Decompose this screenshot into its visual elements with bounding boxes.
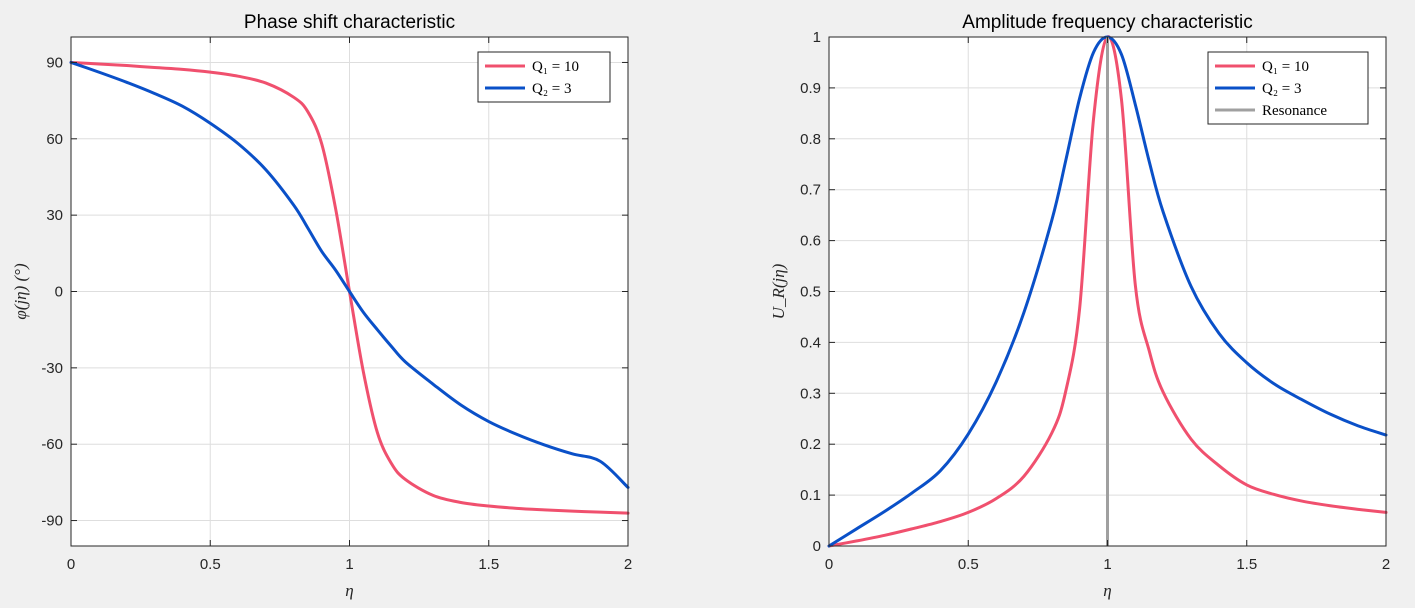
amplitude-y-tick-label-1: 0.1 <box>800 487 821 504</box>
amplitude-legend-label-0: Q₁ = 10 <box>1262 59 1309 75</box>
phase-legend-label-0: Q₁ = 10 <box>532 59 579 75</box>
amplitude-x-tick-label-4: 2 <box>1382 556 1390 573</box>
amplitude-x-tick-label-2: 1 <box>1103 556 1111 573</box>
phase-y-tick-label-1: 60 <box>46 131 63 148</box>
phase-y-axis-label: φ(jη) (°) <box>11 263 30 320</box>
phase-y-tick-label-2: 30 <box>46 207 63 224</box>
phase-x-tick-label-3: 1.5 <box>478 556 499 573</box>
amplitude-y-tick-label-7: 0.7 <box>800 182 821 199</box>
amplitude-y-tick-label-6: 0.6 <box>800 233 821 250</box>
amplitude-y-tick-label-4: 0.4 <box>800 334 821 351</box>
amplitude-legend-label-2: Resonance <box>1262 103 1327 119</box>
phase-y-tick-label-3: 0 <box>55 284 63 301</box>
amplitude-x-tick-label-0: 0 <box>825 556 833 573</box>
amplitude-legend: Q₁ = 10 Q₂ = 3 Resonance <box>1207 51 1369 125</box>
amplitude-y-tick-label-3: 0.3 <box>800 385 821 402</box>
phase-y-tick-label-5: -60 <box>41 436 63 453</box>
phase-legend-label-1: Q₂ = 3 <box>532 81 572 97</box>
phase-x-tick-label-0: 0 <box>67 556 75 573</box>
phase-x-tick-label-1: 0.5 <box>200 556 221 573</box>
phase-x-tick-label-4: 2 <box>624 556 632 573</box>
amplitude-legend-label-1: Q₂ = 3 <box>1262 81 1302 97</box>
phase-ticks: 0 0.5 1 1.5 2 90 60 30 0 -30 -60 -90 <box>41 37 632 573</box>
phase-x-tick-label-2: 1 <box>345 556 353 573</box>
phase-chart-title: Phase shift characteristic <box>244 12 455 33</box>
phase-legend: Q₁ = 10 Q₂ = 3 <box>477 51 611 103</box>
phase-chart: 0 0.5 1 1.5 2 90 60 30 0 -30 -60 -90 Phase shift ch… <box>11 12 632 600</box>
amplitude-y-tick-label-9: 0.9 <box>800 80 821 97</box>
amplitude-x-axis-label: η <box>1103 581 1111 600</box>
phase-y-tick-label-6: -90 <box>41 513 63 530</box>
amplitude-y-tick-label-10: 1 <box>813 29 821 46</box>
amplitude-y-tick-label-0: 0 <box>813 538 821 555</box>
amplitude-y-tick-label-2: 0.2 <box>800 436 821 453</box>
amplitude-x-tick-label-3: 1.5 <box>1236 556 1257 573</box>
phase-x-axis-label: η <box>345 581 353 600</box>
amplitude-x-tick-label-1: 0.5 <box>958 556 979 573</box>
phase-y-tick-label-0: 90 <box>46 54 63 71</box>
amplitude-chart: 0 0.5 1 1.5 2 0 0.1 0.2 0.3 0.4 0.5 0.6 0.7 0.8 0.9 1 A… <box>769 12 1390 600</box>
phase-series <box>69 60 630 515</box>
amplitude-y-axis-label: U_R(jη) <box>769 263 788 319</box>
amplitude-ticks: 0 0.5 1 1.5 2 0 0.1 0.2 0.3 0.4 0.5 0.6 0.7 0.8 0.9 1 <box>800 29 1390 573</box>
amplitude-y-tick-label-5: 0.5 <box>800 284 821 301</box>
amplitude-y-tick-label-8: 0.8 <box>800 131 821 148</box>
phase-legend-box <box>477 51 611 103</box>
phase-y-tick-label-4: -30 <box>41 360 63 377</box>
amplitude-chart-title: Amplitude frequency characteristic <box>962 12 1252 33</box>
phase-series-line-1 <box>69 60 630 489</box>
